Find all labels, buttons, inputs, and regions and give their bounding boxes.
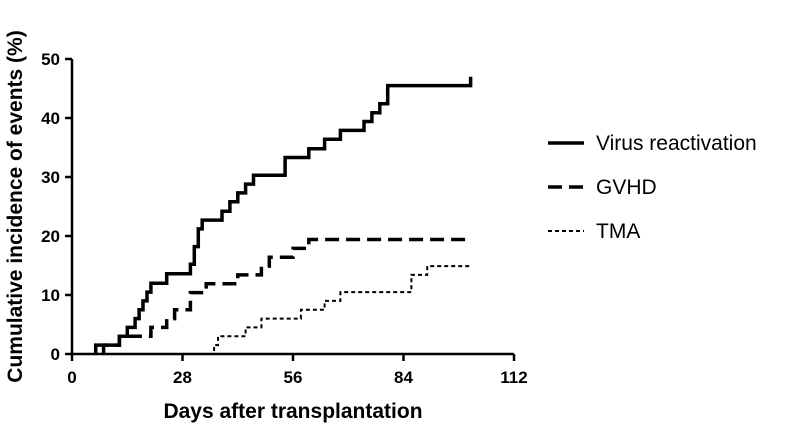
x-tick-label: 0 <box>67 368 76 387</box>
series-line-tma <box>210 265 471 355</box>
x-tick-label: 84 <box>394 368 413 387</box>
axes: 0 10 20 30 40 50 0 28 56 84 112 <box>41 50 528 387</box>
x-axis-title: Days after transplantation <box>163 400 422 423</box>
y-tick-label: 10 <box>41 286 60 305</box>
y-axis-title: Cumulative incidence of events (%) <box>4 30 27 382</box>
legend-label-tma: TMA <box>596 220 640 243</box>
legend-label-gvhd: GVHD <box>596 176 657 199</box>
x-tick-label: 112 <box>500 368 527 387</box>
y-tick-label: 50 <box>41 50 60 69</box>
x-tick-label: 56 <box>284 368 303 387</box>
series-layer <box>93 76 473 355</box>
y-tick-label: 30 <box>41 168 60 187</box>
y-tick-label: 20 <box>41 227 60 246</box>
y-tick-label: 40 <box>41 109 60 128</box>
y-tick-label: 0 <box>51 345 60 364</box>
legend: Virus reactivation GVHD TMA <box>548 132 757 243</box>
x-tick-label: 28 <box>173 368 192 387</box>
legend-label-virus-reactivation: Virus reactivation <box>596 132 757 155</box>
series-line-gvhd <box>101 237 471 354</box>
series-line-virus-reactivation <box>93 76 473 354</box>
